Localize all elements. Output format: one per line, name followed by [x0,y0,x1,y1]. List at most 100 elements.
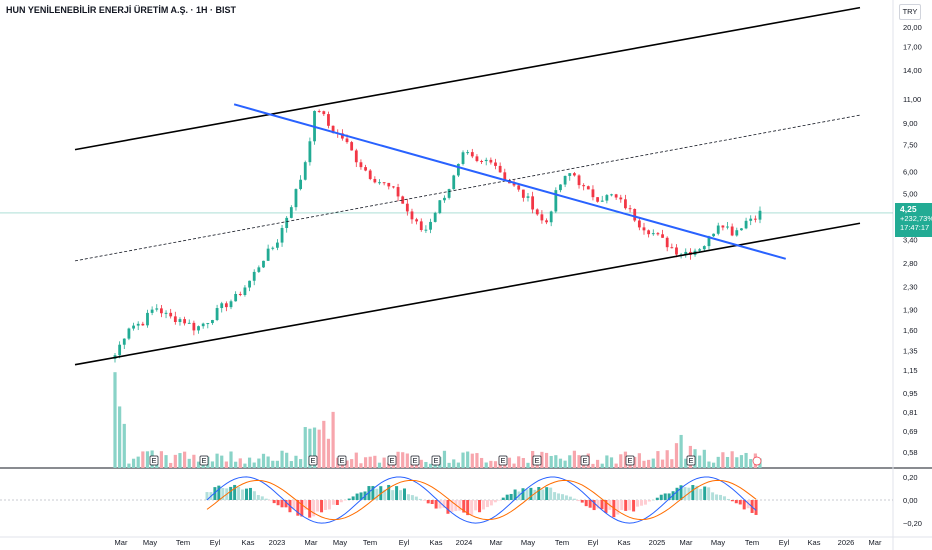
macd-histogram-bar [308,500,312,518]
macd-histogram-bar [339,500,343,503]
candle-body [637,220,641,228]
earnings-marker-label: E [412,456,417,465]
macd-histogram-bar [422,500,426,501]
macd-histogram-bar [399,490,403,500]
macd-histogram-bar [375,488,379,500]
candle-body [280,227,284,243]
macd-histogram-bar [541,489,545,500]
volume-bar [577,455,581,468]
macd-histogram-bar [430,500,434,504]
volume-bar [224,461,228,468]
volume-bar [113,372,117,468]
macd-histogram-bar [403,488,406,500]
volume-bar [531,450,535,468]
earnings-marker-box [532,455,542,466]
volume-bar [665,450,669,468]
candle-body [549,211,553,223]
candle-body [201,323,205,327]
candle-body [489,159,493,163]
volume-bar [623,451,628,468]
candle-body [721,225,725,228]
candle-body [224,303,228,308]
volume-bar [183,451,187,468]
candle-body [596,197,599,202]
volume-bar [540,451,544,468]
signal-line [206,479,757,521]
volume-bar [303,427,307,468]
candle-body [554,190,558,212]
drawn-lines[interactable] [74,6,861,366]
candle-body [187,322,191,324]
macd-histogram-bar [675,487,679,500]
candle-body [665,237,669,248]
volume-bar [479,457,484,468]
symbol-title[interactable]: HUN YENİLENEBİLİR ENERJİ ÜRETİM A.Ş. · 1… [6,5,237,15]
x-tick-label: Tem [555,538,569,547]
candle-body [540,214,544,221]
candle-body [600,200,604,202]
volume-bar [229,451,233,468]
currency-button[interactable]: TRY [899,4,921,20]
x-tick-label: Mar [490,538,503,547]
candle-body [234,293,238,302]
volume-bar [591,463,595,468]
candle-body [443,197,446,201]
candle-body [392,186,395,188]
earnings-marker-label: E [201,456,206,465]
descending-trendline-line [233,103,787,260]
volume-bar [442,450,447,468]
candle-body [545,220,548,223]
candle-body [229,301,233,308]
candle-body [405,203,409,212]
macd-histogram-bar [691,484,695,500]
candle-body [758,210,762,220]
y-tick-label: 11,00 [903,95,921,104]
macd-histogram-bar [557,493,561,500]
volume-bar [721,452,725,468]
candle-body [299,179,303,190]
volume-bar [517,456,521,468]
x-tick-label: Mar [115,538,128,547]
volume-bar [637,453,641,468]
candle-body [628,208,632,210]
macd-histogram-bar [592,500,596,511]
candle-body [252,271,256,281]
candle-body [122,338,126,345]
volume-bar [169,462,173,468]
macd-histogram-bar [462,500,466,513]
macd-histogram-bar [719,494,722,500]
badge-change: +232,73% [900,214,932,223]
volume-bar [405,453,409,468]
macd-histogram-bar [371,486,375,500]
macd-histogram-bar [280,500,284,508]
macd-histogram-bar [414,496,418,500]
candle-body [559,184,562,191]
earnings-marker-label: E [500,456,505,465]
macd-histogram-bar [221,487,225,500]
y-tick-label: 6,00 [903,168,918,177]
volume-bar [127,463,131,468]
macd-histogram-bar [726,498,730,500]
candle-body [726,226,729,228]
candle-body [294,189,298,208]
candle-body [266,248,270,261]
volume-bar [118,406,122,468]
macd-histogram-bar [643,500,647,505]
macd-histogram-bar [320,500,324,513]
y-tick-label: 20,00 [903,23,922,32]
macd-histogram-bar [568,496,572,500]
candle-body [716,225,720,234]
earnings-marker-label: E [582,456,587,465]
candle-body [531,196,535,210]
candle-body [586,186,590,190]
earnings-marker-box [199,455,209,466]
candle-body [572,173,576,176]
macd-histogram-bar [703,486,707,500]
volume-bar [373,455,377,468]
candle-body [127,328,131,339]
candle-body [712,233,715,237]
candle-body [651,233,655,235]
candle-body [410,211,414,220]
